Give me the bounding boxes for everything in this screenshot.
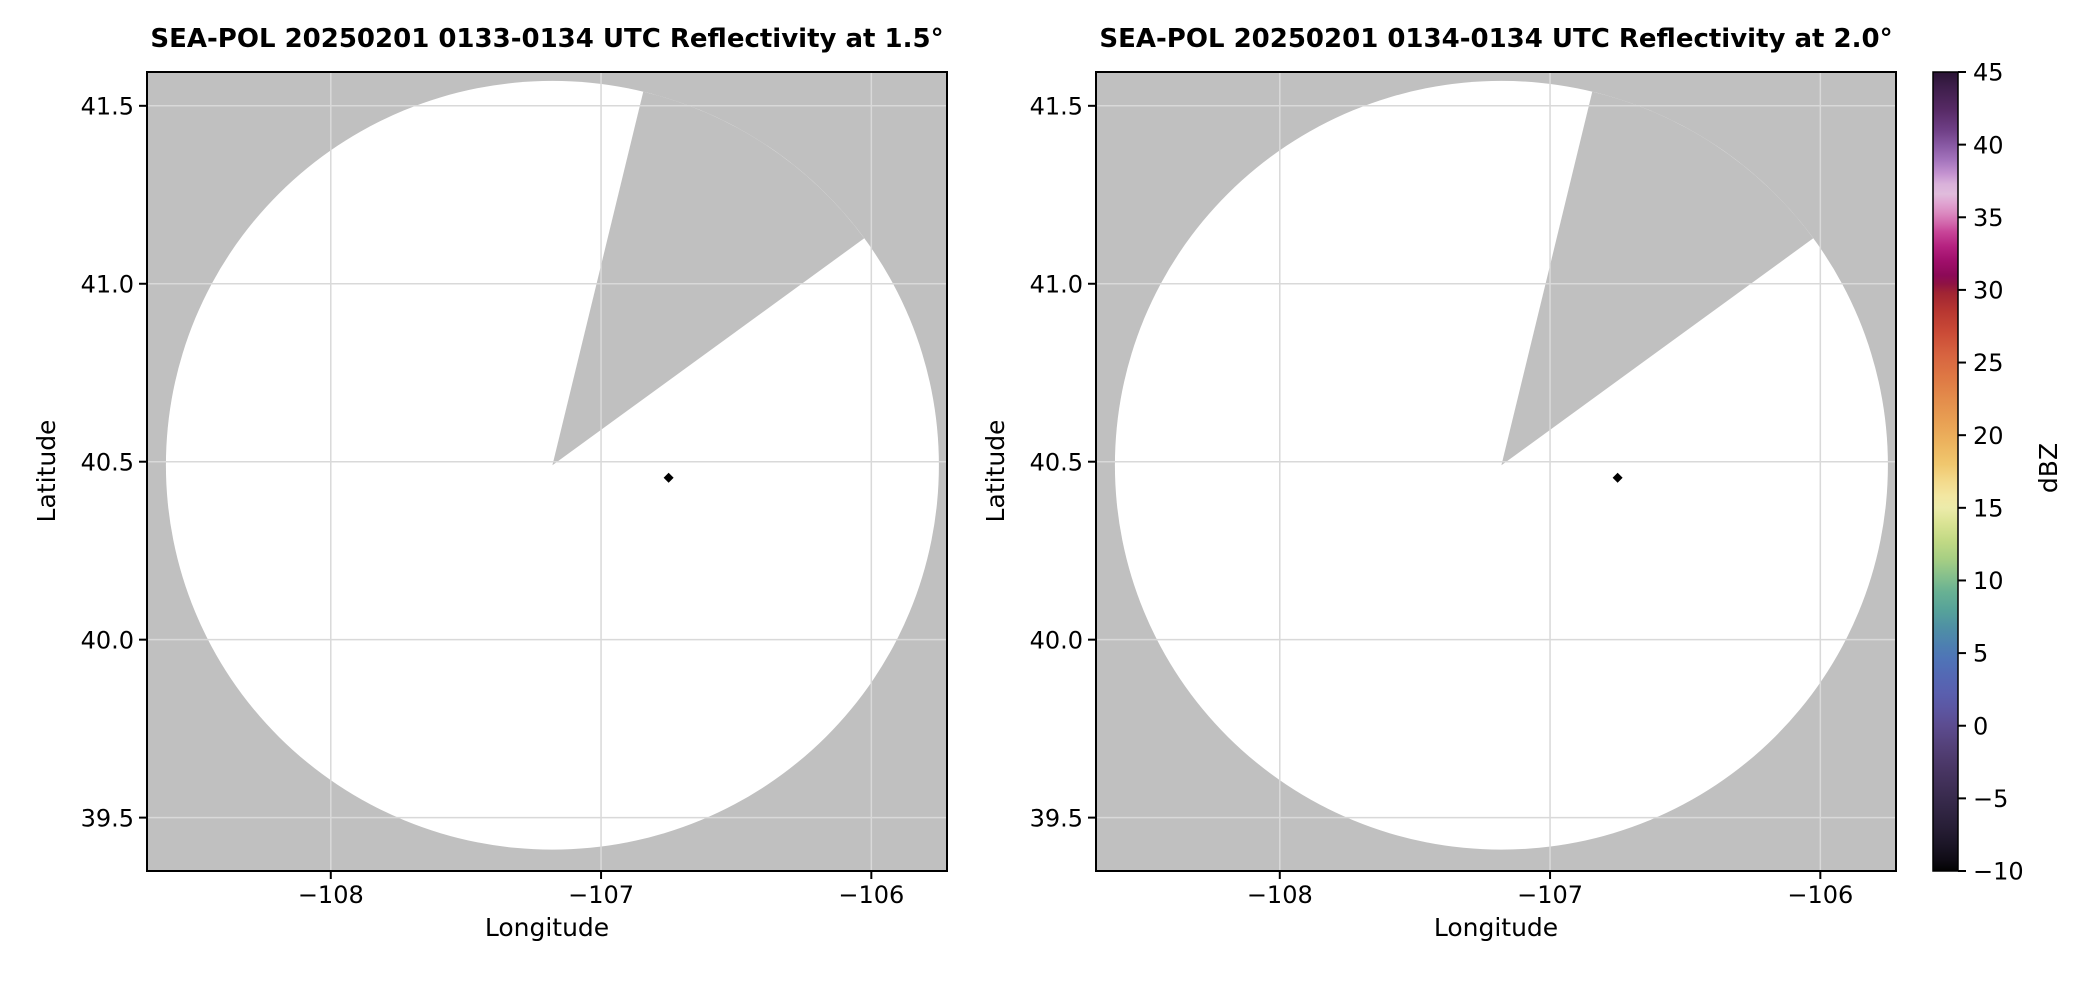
colorbar-tick-label: −5: [1973, 785, 2008, 813]
panel1-plot-border: [146, 71, 948, 872]
panel2-x-tick-label: −108: [1247, 881, 1313, 909]
colorbar-tick-label: 20: [1973, 422, 2004, 450]
panel2-y-tick-label: 39.5: [1030, 804, 1083, 832]
panel2-y-tick-label: 40.5: [1030, 448, 1083, 476]
panel1-radar-site-marker: [663, 472, 674, 483]
colorbar-tick-label: −10: [1973, 858, 2024, 886]
panel2-plot: −108 −107 −106 41.5 41.0 40.5 40.0 39.5: [1030, 71, 1897, 909]
panel1-y-tick-label: 39.5: [81, 804, 134, 832]
colorbar-tick-label: 5: [1973, 640, 1988, 668]
colorbar-tick-label: 10: [1973, 567, 2004, 595]
panel1-x-tick-label: −108: [298, 881, 364, 909]
panel1-xaxis-label: Longitude: [484, 913, 610, 942]
colorbar-tick-label: 40: [1973, 131, 2004, 159]
colorbar: 45 40 35 30 25 20 15 10 5 0 −5 −10: [1932, 59, 2024, 886]
colorbar-tick-label: 45: [1973, 59, 2004, 87]
panel1-x-tick-label: −107: [568, 881, 634, 909]
panel2-xaxis-label: Longitude: [1433, 913, 1559, 942]
panel2-y-tick-label: 41.0: [1030, 270, 1083, 298]
panel2-plot-border: [1095, 71, 1897, 872]
colorbar-tick-label: 15: [1973, 494, 2004, 522]
panel1-y-tick-label: 40.5: [81, 448, 134, 476]
panel1-x-tick-label: −106: [838, 881, 904, 909]
colorbar-bar: [1933, 72, 1958, 871]
panel2-radar-site-marker: [1612, 472, 1623, 483]
panel2-x-tick-label: −106: [1787, 881, 1853, 909]
colorbar-label: dBZ: [2034, 442, 2063, 494]
panel2-x-tick-label: −107: [1517, 881, 1583, 909]
panel1-yaxis-label: Latitude: [32, 419, 61, 523]
panel2-missing-sector: [1501, 91, 1814, 466]
panel1-plot: −108 −107 −106 41.5 41.0 40.5 40.0 39.5: [81, 71, 948, 909]
colorbar-tick-label: 30: [1973, 277, 2004, 305]
colorbar-border: [1932, 71, 1959, 872]
panel1-missing-sector: [552, 91, 865, 466]
panel2-yaxis-label: Latitude: [981, 419, 1010, 523]
colorbar-tick-label: 25: [1973, 349, 2004, 377]
panel2-y-tick-label: 41.5: [1030, 92, 1083, 120]
panel2-title: SEA-POL 20250201 0134-0134 UTC Reflectiv…: [1099, 24, 1893, 54]
panel1-y-tick-label: 40.0: [81, 626, 134, 654]
panel1-title: SEA-POL 20250201 0133-0134 UTC Reflectiv…: [150, 24, 944, 54]
panel1-y-tick-label: 41.0: [81, 270, 134, 298]
panel1-y-tick-label: 41.5: [81, 92, 134, 120]
panel2-y-tick-label: 40.0: [1030, 626, 1083, 654]
colorbar-tick-label: 35: [1973, 204, 2004, 232]
colorbar-tick-label: 0: [1973, 712, 1988, 740]
